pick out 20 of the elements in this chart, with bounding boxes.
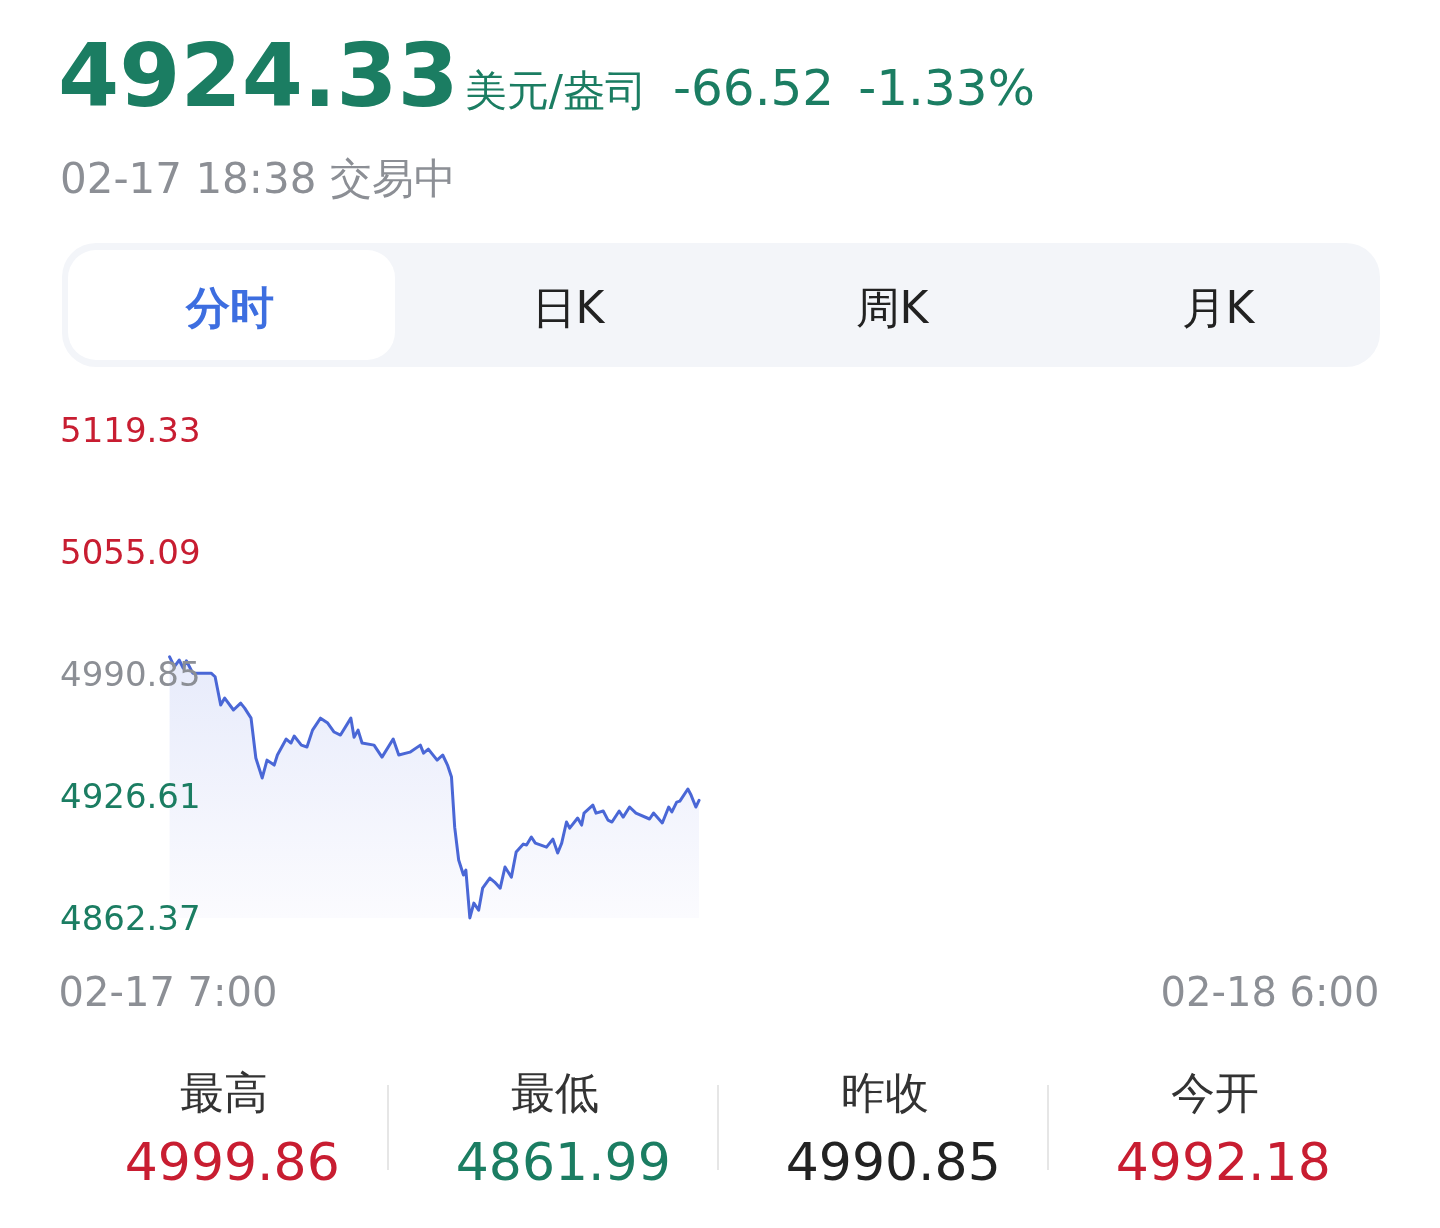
y-tick-label: 5119.33 [60, 410, 201, 450]
y-tick-label: 4862.37 [60, 898, 201, 938]
y-tick-label: 4990.85 [60, 654, 201, 694]
text: 昨收 4990.85 [769, 1067, 1001, 1192]
text: 最高 4999.86 [108, 1067, 340, 1192]
text: 月K [1181, 282, 1256, 333]
x-tick-label: 02-18 6:00 [1160, 969, 1380, 1015]
chart-title: 4924.33 [58, 24, 459, 127]
text: 日K [531, 282, 606, 333]
text: 分时 [185, 282, 274, 333]
text: -1.33% [858, 59, 1036, 117]
text: 最低 4861.99 [439, 1067, 671, 1192]
text: 周K [855, 282, 930, 333]
text: 美元/盎司 [464, 66, 647, 115]
y-tick-label: 5055.09 [60, 532, 201, 572]
y-tick-label: 4926.61 [60, 776, 201, 816]
chart-subtitle: 02-17 18:38 交易中 [60, 154, 456, 203]
text: -66.52 [672, 59, 835, 117]
text: 今开 4992.18 [1099, 1067, 1331, 1192]
x-tick-label: 02-17 7:00 [58, 969, 278, 1015]
